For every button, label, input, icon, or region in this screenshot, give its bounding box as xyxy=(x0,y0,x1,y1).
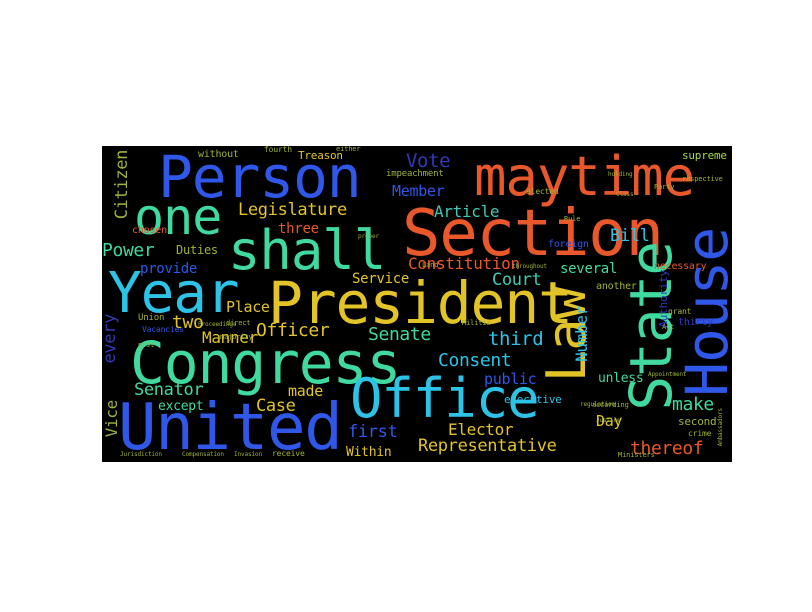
word-another: another xyxy=(596,281,637,292)
word-thereof: thereof xyxy=(630,438,704,459)
word-either: either xyxy=(336,146,361,153)
word-fourth: fourth xyxy=(264,146,292,154)
word-militia: Militia xyxy=(462,319,491,327)
word-crime: crime xyxy=(688,429,712,438)
word-case: Case xyxy=(256,396,296,416)
word-regulation: regulation xyxy=(580,401,615,408)
word-person: Person xyxy=(158,146,362,211)
word-constitution: Constitution xyxy=(408,254,520,273)
word-united: United xyxy=(118,391,343,462)
word-land: Land xyxy=(422,261,439,269)
word-bill: Bill xyxy=(610,226,650,246)
word-rule: Rule xyxy=(564,215,581,223)
word-duties: Duties xyxy=(176,243,218,257)
word-class: Class xyxy=(616,191,634,198)
word-post: post xyxy=(138,341,155,349)
word-according: according xyxy=(592,401,629,409)
word-vote: Vote xyxy=(406,150,451,172)
word-justice: Justice xyxy=(596,417,621,424)
word-holding: holding xyxy=(608,171,633,178)
word-receive: receive xyxy=(272,449,305,458)
word-year: Year xyxy=(108,261,240,326)
word-supreme: supreme xyxy=(682,149,727,162)
word-foreign: foreign xyxy=(548,239,589,250)
word-ministers: Ministers xyxy=(618,451,655,459)
word-unless: unless xyxy=(598,371,644,386)
word-direct: direct xyxy=(226,319,251,327)
word-proper: proper xyxy=(358,233,379,240)
word-office: Office xyxy=(350,367,540,430)
word-citizen: Citizen xyxy=(112,150,132,220)
word-within: Within xyxy=(346,445,392,460)
word-respective: respective xyxy=(682,175,723,183)
word-place: Place xyxy=(226,298,270,316)
word-provide: provide xyxy=(140,261,198,277)
word-article: Article xyxy=(434,202,500,221)
word-one: one xyxy=(134,188,222,246)
word-maytime: maytime xyxy=(474,146,695,208)
word-impeachment: impeachment xyxy=(386,169,444,179)
word-section: Section xyxy=(402,197,664,271)
word-power: Power xyxy=(102,240,155,261)
word-elector: Elector xyxy=(448,420,514,439)
word-congress: Congress xyxy=(130,329,401,397)
word-public: public xyxy=(484,370,537,388)
word-majority: majority xyxy=(220,333,253,341)
word-compensation: Compensation xyxy=(182,451,224,458)
word-second: second xyxy=(678,415,717,428)
word-senator: Senator xyxy=(134,380,204,400)
word-legislature: Legislature xyxy=(238,200,347,220)
word-president: President xyxy=(268,269,573,337)
word-invasion: Invasion xyxy=(234,451,262,458)
word-party: Party xyxy=(654,183,675,191)
word-cloud: Person maytime one Section shall Year Pr… xyxy=(102,146,732,462)
word-number: Number xyxy=(572,306,591,362)
word-shall: shall xyxy=(228,219,386,282)
word-two: two xyxy=(172,312,204,333)
word-chosen: chosen xyxy=(132,225,167,236)
word-consent: Consent xyxy=(438,350,512,371)
word-member: Member xyxy=(392,182,445,200)
word-necessary: necessary xyxy=(654,261,707,272)
word-first: first xyxy=(348,422,398,442)
word-act: Act xyxy=(662,323,675,331)
word-vice: Vice xyxy=(102,400,121,438)
word-appointment: Appointment xyxy=(648,371,687,378)
word-executive: executive xyxy=(504,393,562,406)
word-several: several xyxy=(560,261,618,277)
word-every: every xyxy=(102,314,120,364)
word-representative: Representative xyxy=(418,436,557,456)
word-manner: Manner xyxy=(202,328,258,347)
word-day: Day xyxy=(596,412,623,430)
word-authority: Authority xyxy=(657,270,670,328)
word-court: Court xyxy=(492,270,542,290)
word-senate: Senate xyxy=(368,324,431,345)
word-three: three xyxy=(278,221,319,237)
word-officer: Officer xyxy=(256,320,330,341)
word-union: Union xyxy=(138,313,165,323)
word-grant: grant xyxy=(668,307,692,316)
word-without: without xyxy=(198,149,239,160)
word-made: made xyxy=(288,382,323,400)
word-throughout: throughout xyxy=(512,263,547,270)
word-vacancies: Vacancies xyxy=(142,325,184,334)
word-proceedings: Proceedings xyxy=(198,321,237,328)
word-make: make xyxy=(672,394,714,415)
word-service: Service xyxy=(352,271,410,287)
word-thirty: thirty xyxy=(678,317,713,328)
word-ambassadors: Ambassadors xyxy=(717,408,724,447)
word-except: except xyxy=(158,399,204,414)
word-elected: elected xyxy=(526,187,559,196)
word-third: third xyxy=(488,328,544,350)
word-jurisdiction: Jurisdiction xyxy=(120,451,162,458)
word-treason: Treason xyxy=(298,149,343,162)
